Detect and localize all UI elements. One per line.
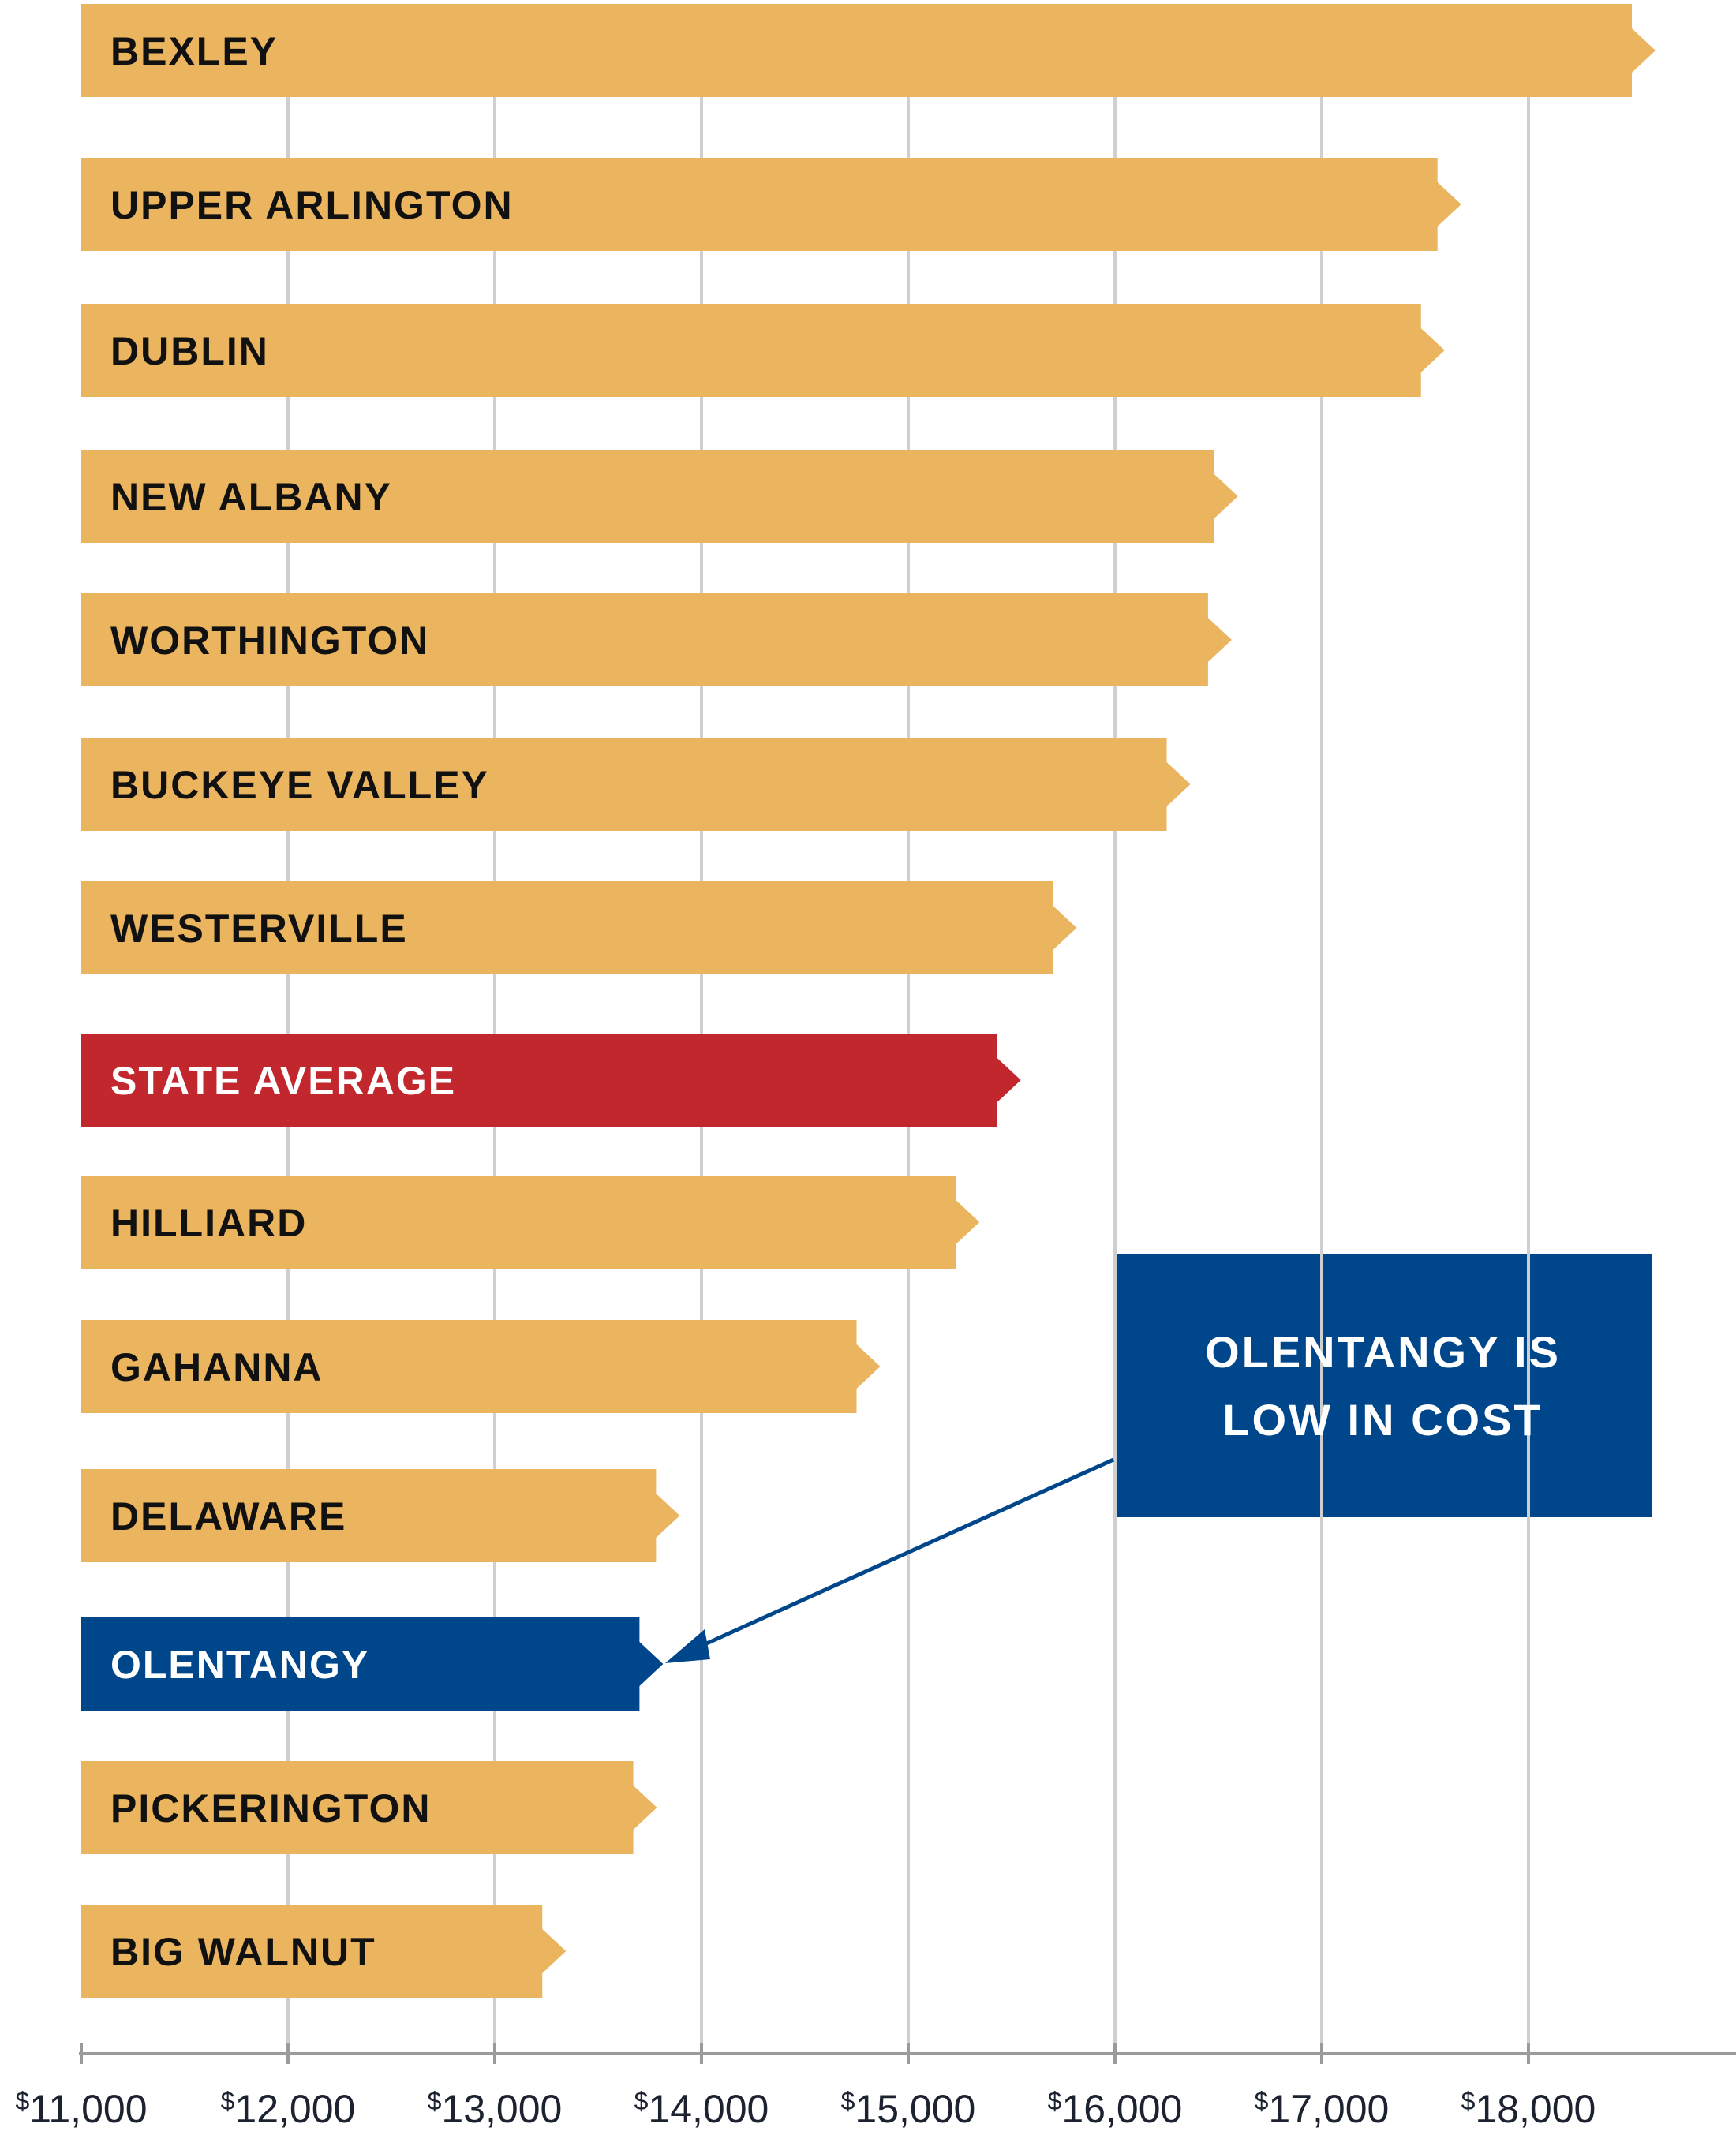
annotation-arrow-line: [693, 1457, 1115, 1651]
x-tick-label: $16,000: [1048, 2087, 1183, 2131]
x-tick-label: $13,000: [428, 2087, 563, 2131]
annotation-box: [1113, 1254, 1652, 1517]
annotation-callout: OLENTANGY IS LOW IN COST: [1113, 1254, 1652, 1517]
bar-label: PICKERINGTON: [110, 1786, 431, 1830]
bar: [81, 593, 1232, 686]
bar: [81, 1469, 680, 1562]
bar: [81, 1034, 1021, 1127]
annotation-text: OLENTANGY IS LOW IN COST: [1205, 1326, 1561, 1445]
bar-label: STATE AVERAGE: [110, 1059, 456, 1103]
bar-label: WORTHINGTON: [110, 619, 429, 663]
bar-label: OLENTANGY: [110, 1643, 369, 1687]
bar: [81, 304, 1445, 397]
annotation-arrowhead: [665, 1629, 710, 1663]
bar-label: DUBLIN: [110, 329, 269, 373]
bar-label: DELAWARE: [110, 1494, 346, 1539]
bar: [81, 738, 1191, 831]
x-tick-label: $17,000: [1255, 2087, 1390, 2131]
bar: [81, 881, 1077, 974]
bar: [81, 1617, 664, 1711]
bar: [81, 4, 1656, 97]
bar-label: UPPER ARLINGTON: [110, 183, 514, 227]
x-tick-label: $12,000: [221, 2087, 356, 2131]
bar-label: HILLIARD: [110, 1201, 307, 1245]
x-tick-label: $14,000: [634, 2087, 769, 2131]
bar: [81, 1905, 567, 1998]
bar: [81, 1761, 657, 1854]
bar-label: BUCKEYE VALLEY: [110, 763, 489, 807]
bar: [81, 1176, 980, 1269]
bar: [81, 450, 1238, 543]
x-tick-label: $15,000: [841, 2087, 976, 2131]
x-tick-label: $11,000: [15, 2087, 147, 2131]
bar: [81, 158, 1461, 251]
bar-label: GAHANNA: [110, 1345, 324, 1389]
bar-label: BIG WALNUT: [110, 1930, 376, 1974]
bar-label: WESTERVILLE: [110, 907, 408, 951]
x-tick-label: $18,000: [1461, 2087, 1596, 2131]
bar: [81, 1320, 881, 1413]
bar-label: NEW ALBANY: [110, 475, 392, 519]
bar-label: BEXLEY: [110, 29, 278, 73]
